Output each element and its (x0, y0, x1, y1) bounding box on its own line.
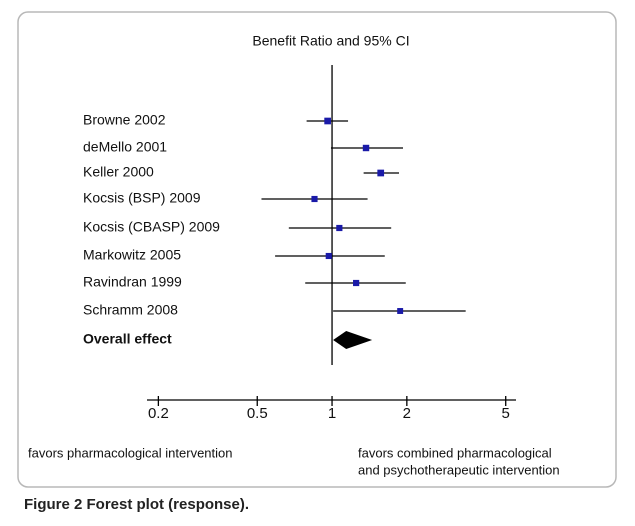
overall-label: Overall effect (83, 331, 172, 347)
point-estimate (324, 117, 331, 125)
chart-title: Benefit Ratio and 95% CI (252, 33, 409, 49)
x-tick-label: 0.2 (148, 405, 169, 422)
study-label: deMello 2001 (83, 139, 167, 155)
study-label: Schramm 2008 (83, 302, 178, 318)
study-label: Keller 2000 (83, 164, 154, 180)
study-label: Ravindran 1999 (83, 274, 182, 290)
overall-diamond (333, 331, 373, 349)
point-estimate (336, 224, 343, 232)
x-tick-label: 5 (502, 405, 510, 422)
study-label: Kocsis (BSP) 2009 (83, 190, 201, 206)
right-note: and psychotherapeutic intervention (358, 462, 560, 477)
x-tick-label: 2 (403, 405, 411, 422)
left-note: favors pharmacological intervention (28, 445, 233, 460)
point-estimate (377, 169, 385, 177)
caption: Figure 2 Forest plot (response). (24, 496, 249, 513)
study-label: Kocsis (CBASP) 2009 (83, 219, 220, 235)
point-estimate (353, 279, 360, 287)
point-estimate (362, 144, 370, 152)
study-label: Markowitz 2005 (83, 247, 181, 263)
study-label: Browne 2002 (83, 112, 166, 128)
point-estimate (325, 252, 332, 260)
point-estimate (397, 308, 404, 314)
card-border (17, 11, 617, 488)
point-estimate (311, 195, 318, 203)
x-tick-label: 0.5 (247, 405, 268, 422)
x-tick-label: 1 (328, 405, 336, 422)
right-note: favors combined pharmacological (358, 445, 552, 460)
